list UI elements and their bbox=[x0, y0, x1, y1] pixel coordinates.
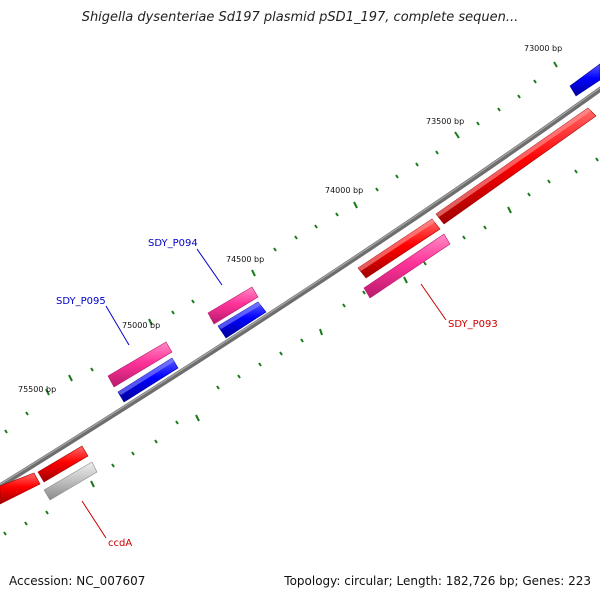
gene-red-left-b[interactable] bbox=[0, 472, 41, 505]
gene-blue-sdy-p095[interactable] bbox=[117, 357, 179, 403]
gene-gray-ccda[interactable] bbox=[43, 461, 98, 501]
gene-pink-sdy-p093[interactable] bbox=[363, 233, 451, 299]
map-title: Shigella dysenteriae Sd197 plasmid pSD1_… bbox=[81, 10, 519, 25]
gene-blue-top-right[interactable] bbox=[569, 63, 600, 97]
tick-label-73000: 73000 bp bbox=[524, 44, 562, 53]
gene-label-ccda[interactable]: ccdA bbox=[108, 538, 132, 549]
gene-red-left-a[interactable] bbox=[37, 445, 89, 483]
accession-text: Accession: NC_007607 bbox=[9, 574, 146, 588]
tick-label-73500: 73500 bp bbox=[426, 117, 464, 126]
gene-blue-sdy-p094[interactable] bbox=[217, 301, 267, 339]
tick-label-74500: 74500 bp bbox=[226, 255, 264, 264]
summary-text: Topology: circular; Length: 182,726 bp; … bbox=[284, 574, 591, 588]
tick-label-75000: 75000 bp bbox=[122, 321, 160, 330]
plasmid-backbone bbox=[0, 86, 600, 489]
outer-tick-ring bbox=[4, 61, 558, 434]
inner-tick-ring bbox=[3, 157, 599, 536]
leader-line-sdy-p093 bbox=[420, 283, 447, 321]
gene-red-sdy-p093-neighbor[interactable] bbox=[357, 218, 441, 279]
leader-line-ccda bbox=[81, 500, 107, 539]
leader-line-sdy-p095 bbox=[105, 305, 130, 346]
leader-line-sdy-p094 bbox=[196, 248, 223, 286]
gene-label-sdy-p093[interactable]: SDY_P093 bbox=[448, 319, 498, 330]
tick-label-74000: 74000 bp bbox=[325, 186, 363, 195]
gene-label-sdy-p095[interactable]: SDY_P095 bbox=[56, 296, 106, 307]
gene-red-large[interactable] bbox=[435, 107, 597, 225]
gene-pink-sdy-p095[interactable] bbox=[107, 341, 173, 388]
tick-label-75500: 75500 bp bbox=[18, 385, 56, 394]
gene-label-sdy-p094[interactable]: SDY_P094 bbox=[148, 238, 198, 249]
gene-pink-sdy-p094[interactable] bbox=[207, 286, 259, 325]
